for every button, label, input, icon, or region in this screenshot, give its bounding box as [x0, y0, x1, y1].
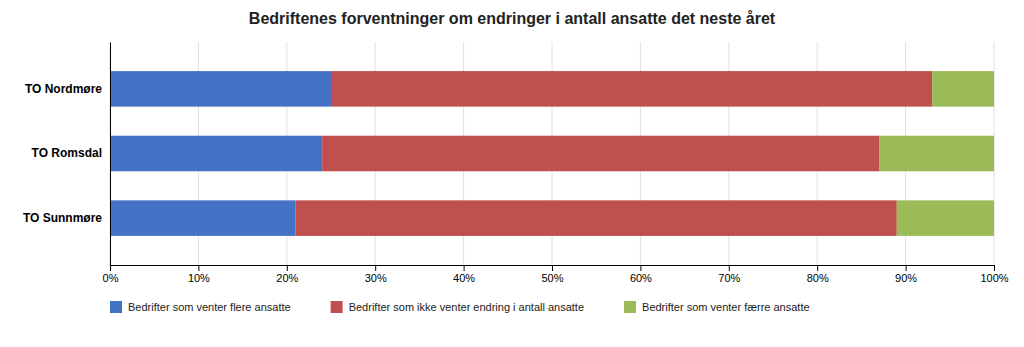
- x-tick: 10%: [188, 265, 210, 284]
- x-tick-label: 0%: [103, 272, 119, 284]
- bar: [897, 200, 994, 236]
- grid-line: [110, 42, 111, 265]
- x-tick-mark: [375, 265, 376, 271]
- legend-item: Bedrifter som venter færre ansatte: [624, 301, 810, 313]
- x-tick-mark: [287, 265, 288, 271]
- x-tick: 80%: [807, 265, 829, 284]
- x-tick-label: 60%: [630, 272, 652, 284]
- x-tick-mark: [110, 265, 111, 271]
- legend-swatch: [624, 301, 636, 313]
- y-axis-line: [110, 43, 111, 266]
- legend-swatch: [331, 301, 343, 313]
- y-tick: TO Romsdal: [32, 146, 110, 160]
- y-tick: TO Nordmøre: [25, 82, 110, 96]
- bar: [932, 71, 994, 107]
- x-tick: 100%: [980, 265, 1008, 284]
- legend-label: Bedrifter som venter færre ansatte: [642, 301, 810, 313]
- legend-item: Bedrifter som venter flere ansatte: [110, 301, 291, 313]
- x-tick-mark: [464, 265, 465, 271]
- bars: [110, 71, 994, 236]
- x-tick-label: 50%: [541, 272, 563, 284]
- legend-item: Bedrifter som ikke venter endring i anta…: [331, 301, 584, 313]
- x-tick-mark: [817, 265, 818, 271]
- x-tick-mark: [906, 265, 907, 271]
- x-tick-label: 100%: [980, 272, 1008, 284]
- x-tick-mark: [198, 265, 199, 271]
- y-tick-label: TO Nordmøre: [25, 82, 102, 96]
- legend-label: Bedrifter som venter flere ansatte: [128, 301, 291, 313]
- x-tick: 0%: [103, 265, 119, 284]
- grid: [110, 42, 994, 265]
- title: Bedriftenes forventninger om endringer i…: [249, 10, 776, 27]
- y-axis: TO Nordmøre TO Romsdal TO Sunnmøre: [23, 43, 111, 266]
- x-tick-label: 40%: [453, 272, 475, 284]
- x-tick-label: 80%: [807, 272, 829, 284]
- bar: [331, 71, 932, 107]
- legend-label: Bedrifter som ikke venter endring i anta…: [349, 301, 584, 313]
- bar: [110, 71, 331, 107]
- x-tick-mark: [729, 265, 730, 271]
- bar: [110, 136, 322, 172]
- x-tick: 50%: [541, 265, 563, 284]
- y-tick: TO Sunnmøre: [23, 211, 110, 225]
- bar: [322, 136, 879, 172]
- x-tick: 30%: [365, 265, 387, 284]
- x-tick: 70%: [718, 265, 740, 284]
- legend: Bedrifter som venter flere ansatte Bedrif…: [110, 301, 810, 313]
- x-tick-label: 70%: [718, 272, 740, 284]
- bar: [879, 136, 994, 172]
- x-tick-mark: [552, 265, 553, 271]
- bar: [110, 200, 296, 236]
- x-tick: 20%: [276, 265, 298, 284]
- x-axis: 0% 10% 20% 30% 40% 50% 60% 70% 80% 90% 100%: [103, 265, 1009, 284]
- x-tick-mark: [640, 265, 641, 271]
- x-axis-line: [111, 266, 995, 272]
- x-tick-mark: [994, 265, 995, 271]
- bar: [296, 200, 897, 236]
- legend-swatch: [110, 301, 122, 313]
- chart: Bedriftenes forventninger om endringer i…: [0, 0, 1024, 347]
- y-tick-label: TO Romsdal: [32, 146, 102, 160]
- x-tick: 60%: [630, 265, 652, 284]
- x-tick: 90%: [895, 265, 917, 284]
- series: [296, 71, 932, 236]
- x-tick-label: 90%: [895, 272, 917, 284]
- x-tick-label: 10%: [188, 272, 210, 284]
- plot: 0% 10% 20% 30% 40% 50% 60% 70% 80% 90% 100% TO Nord…: [23, 42, 1009, 284]
- series: [879, 71, 994, 236]
- y-tick-label: TO Sunnmøre: [23, 211, 102, 225]
- x-tick-label: 20%: [276, 272, 298, 284]
- x-tick-label: 30%: [365, 272, 387, 284]
- x-tick: 40%: [453, 265, 475, 284]
